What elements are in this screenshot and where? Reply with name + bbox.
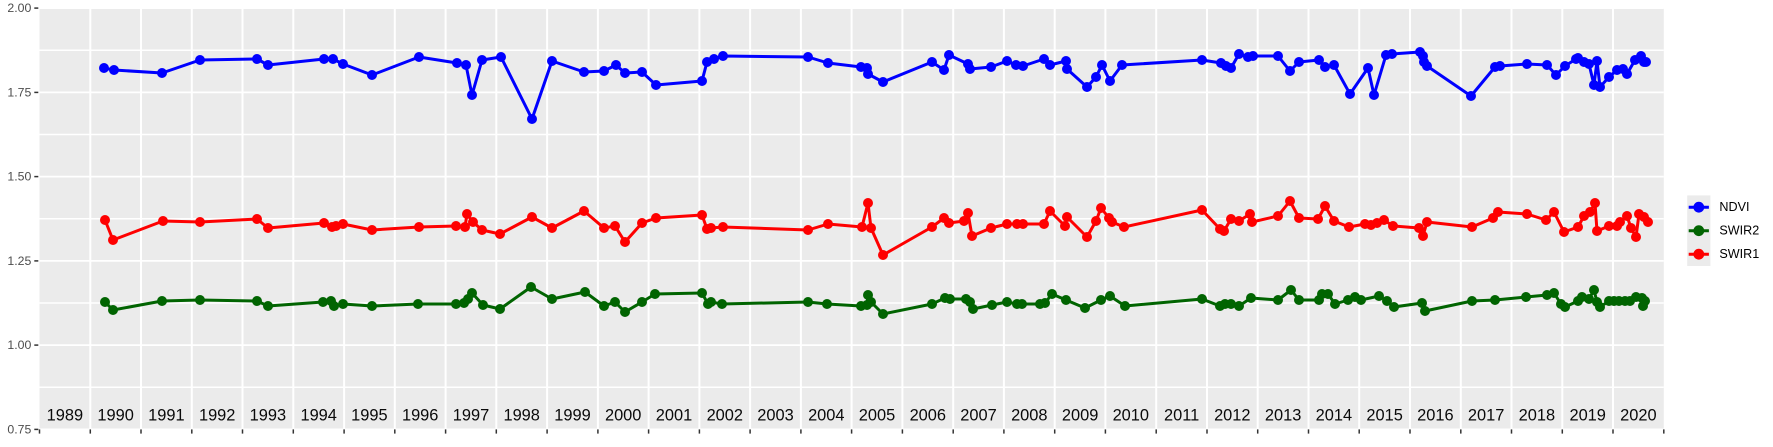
svg-text:1994: 1994 [300,406,336,424]
svg-text:1997: 1997 [453,406,489,424]
svg-text:1999: 1999 [554,406,590,424]
svg-text:2006: 2006 [910,406,946,424]
svg-text:2010: 2010 [1113,406,1149,424]
svg-text:2007: 2007 [960,406,996,424]
svg-text:NDVI: NDVI [1719,200,1749,214]
svg-text:1995: 1995 [351,406,387,424]
svg-text:2009: 2009 [1062,406,1098,424]
svg-text:1990: 1990 [97,406,133,424]
svg-text:SWIR2: SWIR2 [1719,224,1759,238]
svg-text:1.00: 1.00 [7,338,31,352]
svg-text:2014: 2014 [1316,406,1352,424]
svg-text:1.50: 1.50 [7,170,31,184]
svg-text:2015: 2015 [1366,406,1402,424]
svg-text:2000: 2000 [605,406,641,424]
svg-text:1992: 1992 [199,406,235,424]
svg-text:2020: 2020 [1620,406,1656,424]
svg-text:1998: 1998 [503,406,539,424]
svg-text:2012: 2012 [1214,406,1250,424]
svg-text:1.25: 1.25 [7,254,31,268]
svg-text:SWIR1: SWIR1 [1719,247,1759,261]
svg-text:0.75: 0.75 [7,422,31,436]
svg-text:2019: 2019 [1569,406,1605,424]
svg-text:1996: 1996 [402,406,438,424]
svg-text:2002: 2002 [707,406,743,424]
svg-text:2001: 2001 [656,406,692,424]
svg-text:2016: 2016 [1417,406,1453,424]
svg-text:1991: 1991 [148,406,184,424]
svg-text:2017: 2017 [1468,406,1504,424]
svg-text:2008: 2008 [1011,406,1047,424]
svg-text:2003: 2003 [757,406,793,424]
svg-text:2.00: 2.00 [7,1,31,15]
svg-text:2013: 2013 [1265,406,1301,424]
svg-text:2018: 2018 [1519,406,1555,424]
svg-text:2005: 2005 [859,406,895,424]
svg-text:1993: 1993 [250,406,286,424]
svg-text:1.75: 1.75 [7,85,31,99]
svg-text:2004: 2004 [808,406,844,424]
svg-text:2011: 2011 [1164,406,1199,424]
svg-text:1989: 1989 [47,406,83,424]
